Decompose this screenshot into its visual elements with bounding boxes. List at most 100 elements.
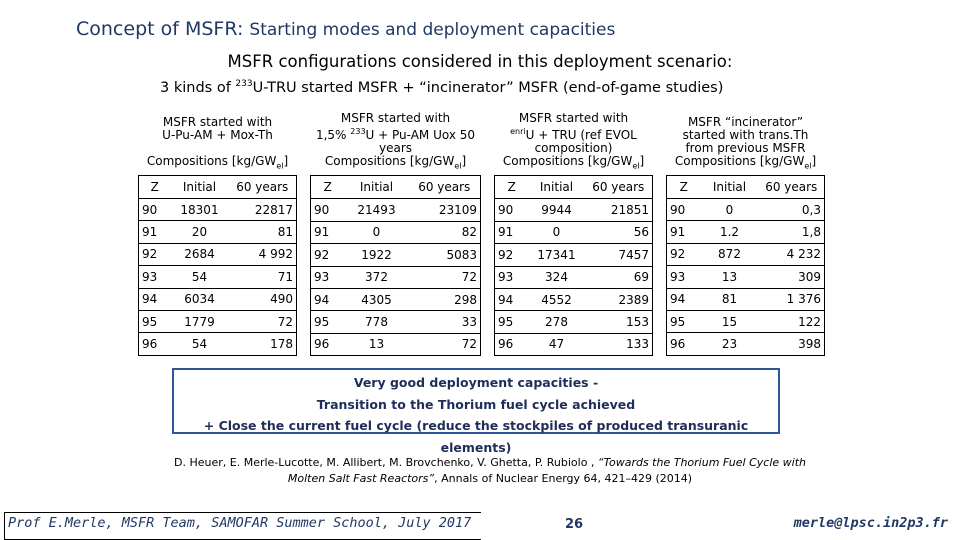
sixty-years-value: 122 — [758, 310, 825, 334]
column-header-row: Z Initial 60 years — [494, 175, 653, 200]
column-header-row: Z Initial 60 years — [310, 175, 481, 200]
table-row: 94 81 1 376 — [666, 288, 825, 311]
table-row: 95 778 33 — [310, 310, 481, 334]
sixty-years-value: 5083 — [408, 243, 481, 267]
column-header: Initial — [170, 175, 229, 199]
element-z: 94 — [666, 288, 701, 311]
table-row: 90 21493 23109 — [310, 198, 481, 222]
table-row: 91 1.2 1,8 — [666, 220, 825, 244]
title-main: Concept of MSFR: — [76, 18, 244, 40]
table-row: 92 872 4 232 — [666, 243, 825, 267]
element-z: 90 — [310, 198, 345, 222]
table-row: 93 54 71 — [138, 265, 297, 289]
initial-value: 9944 — [528, 198, 585, 222]
element-z: 93 — [310, 266, 345, 289]
sixty-years-value: 22817 — [228, 198, 297, 222]
element-z: 93 — [494, 266, 529, 289]
sixty-years-value: 69 — [584, 266, 653, 289]
footer-email[interactable]: merle@lpsc.in2p3.fr — [793, 515, 948, 531]
element-z: 91 — [310, 221, 345, 245]
initial-value: 54 — [170, 332, 229, 356]
conclusion-line-2: Transition to the Thorium fuel cycle ach… — [316, 396, 636, 412]
sixty-years-value: 23109 — [408, 198, 481, 222]
initial-value: 0 — [344, 221, 409, 245]
sixty-years-value: 82 — [408, 221, 481, 245]
sixty-years-value: 153 — [584, 310, 653, 334]
table-row: 94 6034 490 — [138, 288, 297, 311]
table-row: 90 18301 22817 — [138, 198, 297, 222]
initial-value: 2684 — [170, 243, 229, 267]
initial-value: 778 — [344, 310, 409, 334]
sixty-years-value: 21851 — [584, 198, 653, 222]
sixty-years-value: 72 — [408, 266, 481, 289]
sixty-years-value: 72 — [228, 310, 297, 334]
column-header: 60 years — [584, 175, 653, 200]
element-z: 94 — [494, 288, 529, 312]
element-z: 95 — [138, 310, 171, 334]
sixty-years-value: 2389 — [584, 288, 653, 312]
sixty-years-value: 71 — [228, 265, 297, 289]
column-header: 60 years — [408, 175, 481, 200]
sixty-years-value: 133 — [584, 333, 653, 357]
sixty-years-value: 1 376 — [758, 288, 825, 311]
element-z: 92 — [310, 243, 345, 267]
conclusion-box: Very good deployment capacities - Transi… — [172, 368, 780, 455]
column-header: Z — [666, 175, 701, 199]
element-z: 91 — [666, 220, 701, 244]
element-z: 90 — [666, 198, 701, 222]
table-row: 96 13 72 — [310, 333, 481, 357]
element-z: 93 — [138, 265, 171, 289]
initial-value: 372 — [344, 266, 409, 289]
table-row: 90 9944 21851 — [494, 198, 653, 222]
conclusion-line-3: + Close the current fuel cycle (reduce t… — [203, 418, 749, 455]
subtitle: MSFR configurations considered in this d… — [227, 52, 733, 71]
kinds-line: 3 kinds of 233U-TRU started MSFR + “inci… — [160, 79, 724, 96]
initial-value: 0 — [700, 198, 759, 222]
element-z: 93 — [666, 265, 701, 289]
initial-value: 872 — [700, 243, 759, 267]
table-row: 91 20 81 — [138, 220, 297, 244]
title-sub: Starting modes and deployment capacities — [249, 20, 616, 40]
initial-value: 6034 — [170, 288, 229, 311]
sixty-years-value: 4 232 — [758, 243, 825, 267]
column-header: 60 years — [228, 175, 297, 199]
initial-value: 278 — [528, 310, 585, 334]
table-header: MSFR “incinerator” started with trans.Th… — [674, 114, 817, 170]
column-header-row: Z Initial 60 years — [666, 175, 825, 199]
element-z: 95 — [310, 310, 345, 334]
footer-credit: Prof E.Merle, MSFR Team, SAMOFAR Summer … — [8, 515, 472, 531]
table-row: 96 54 178 — [138, 332, 297, 356]
table-row: 90 0 0,3 — [666, 198, 825, 222]
table-row: 93 372 72 — [310, 266, 481, 289]
table-header: MSFR started with 1,5% 233U + Pu-AM Uox … — [315, 111, 476, 171]
element-z: 96 — [494, 333, 529, 357]
composition-table-2: MSFR started with 1,5% 233U + Pu-AM Uox … — [310, 111, 481, 357]
initial-value: 21493 — [344, 198, 409, 222]
table-row: 93 324 69 — [494, 266, 653, 289]
column-header: Z — [310, 175, 345, 200]
reference: D. Heuer, E. Merle-Lucotte, M. Allibert,… — [174, 456, 806, 485]
element-z: 92 — [494, 243, 529, 267]
sixty-years-value: 1,8 — [758, 220, 825, 244]
element-z: 94 — [310, 288, 345, 312]
column-header: Initial — [344, 175, 409, 200]
sixty-years-value: 0,3 — [758, 198, 825, 222]
initial-value: 4305 — [344, 288, 409, 312]
sixty-years-value: 56 — [584, 221, 653, 245]
column-header: 60 years — [758, 175, 825, 199]
element-z: 95 — [494, 310, 529, 334]
table-row: 92 17341 7457 — [494, 243, 653, 267]
initial-value: 20 — [170, 220, 229, 244]
element-z: 96 — [310, 333, 345, 357]
sixty-years-value: 298 — [408, 288, 481, 312]
initial-value: 13 — [700, 265, 759, 289]
table-row: 92 2684 4 992 — [138, 243, 297, 267]
table-row: 93 13 309 — [666, 265, 825, 289]
column-header: Z — [138, 175, 171, 199]
table-row: 95 15 122 — [666, 310, 825, 334]
initial-value: 4552 — [528, 288, 585, 312]
table-row: 96 23 398 — [666, 332, 825, 356]
sixty-years-value: 490 — [228, 288, 297, 311]
element-z: 90 — [138, 198, 171, 222]
sixty-years-value: 33 — [408, 310, 481, 334]
